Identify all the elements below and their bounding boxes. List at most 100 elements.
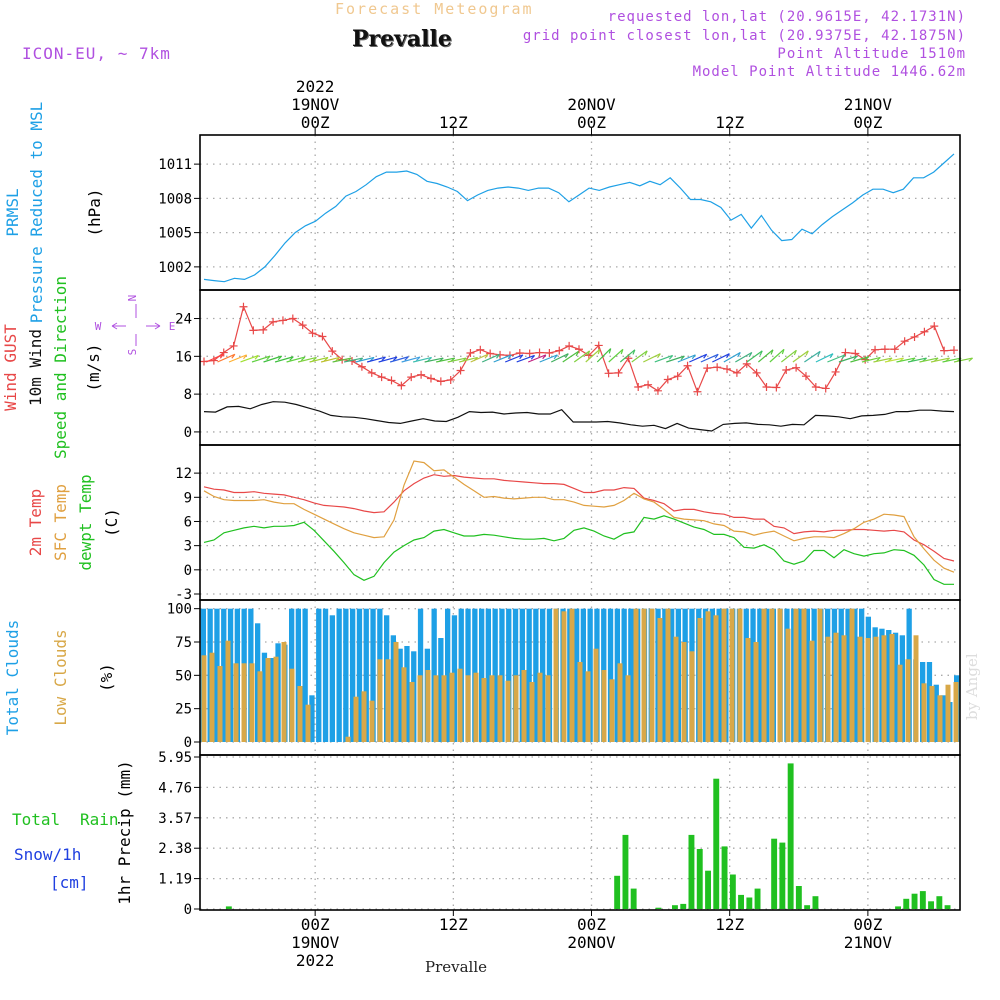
- wind-arrow-head: [691, 354, 696, 360]
- wind-arrow: [424, 357, 444, 363]
- bar-clouds-low-clouds: [809, 640, 815, 742]
- gust-marker: [732, 368, 741, 377]
- wind-arrow: [953, 357, 973, 363]
- watermark: by Angel: [963, 653, 981, 720]
- bar-clouds-low-clouds: [553, 608, 559, 742]
- wind-arrow: [550, 353, 569, 363]
- bar-clouds-total-clouds: [709, 608, 715, 742]
- bar-clouds-total-clouds: [607, 608, 614, 742]
- top-time-label: 12Z: [439, 113, 468, 132]
- wind-arrow-head: [392, 356, 398, 361]
- wind-arrow: [378, 356, 398, 363]
- bar-precip-total-rain: [630, 888, 637, 909]
- bar-clouds-low-clouds: [737, 608, 743, 742]
- bar-clouds-low-clouds: [385, 659, 391, 742]
- wind-arrow: [217, 353, 236, 363]
- bottom-time-label: 00Z: [577, 915, 606, 934]
- bar-clouds-total-clouds: [227, 608, 234, 742]
- bar-clouds-total-clouds: [886, 630, 892, 742]
- bar-clouds-total-clouds: [343, 608, 349, 742]
- axis-label-temp-2: dewpt Temp: [76, 474, 95, 570]
- gust-marker: [298, 321, 307, 330]
- wind-arrow-head: [496, 353, 501, 359]
- bar-clouds-low-clouds: [953, 682, 959, 742]
- bottom-day-label: 19NOV: [291, 933, 340, 952]
- bar-clouds-low-clouds: [377, 659, 383, 742]
- wind-arrow-head: [312, 356, 317, 362]
- bar-clouds-total-clouds: [261, 652, 268, 742]
- panel-clouds: 0 25 50 75 100 Total Clouds Low Clouds (%): [3, 599, 961, 756]
- wind-arrow: [769, 348, 785, 363]
- bar-clouds-total-clouds: [757, 608, 763, 742]
- wind-arrow-head: [817, 351, 821, 357]
- bar-clouds-total-clouds: [506, 608, 512, 742]
- grid-point-coordinates: grid point closest lon,lat (20.9375E, 42…: [522, 28, 966, 44]
- wind-arrow: [827, 354, 846, 363]
- bar-clouds-total-clouds: [940, 695, 946, 742]
- bar-clouds-total-clouds: [295, 608, 301, 742]
- bar-clouds-low-clouds: [945, 684, 951, 742]
- gust-marker: [841, 348, 850, 357]
- wind-arrow: [366, 356, 386, 363]
- bar-clouds-total-clouds: [390, 635, 396, 742]
- wind-arrow: [654, 354, 673, 363]
- bar-clouds-low-clouds: [905, 659, 911, 742]
- wind-arrow: [942, 357, 962, 363]
- wind-arrow-head: [242, 354, 248, 360]
- bar-precip-total-rain: [919, 891, 926, 909]
- bar-clouds-total-clouds: [662, 608, 668, 742]
- wind-arrow: [527, 354, 547, 363]
- bar-precip-total-rain: [895, 906, 901, 909]
- panel-precip: 0 1.19 2.38 3.57 4.76 5.95 Total Rain Snow/1h [cm…: [12, 750, 961, 918]
- wind-arrow-head: [553, 354, 558, 360]
- wind-arrow: [643, 353, 661, 363]
- top-time-label: 00Z: [577, 113, 606, 132]
- bar-clouds-low-clouds: [465, 675, 471, 742]
- bar-precip-total-rain: [746, 897, 753, 909]
- bar-clouds-low-clouds: [273, 656, 279, 742]
- bar-clouds-low-clouds: [865, 638, 871, 742]
- gust-marker: [565, 341, 574, 350]
- wind-arrow-head: [726, 353, 730, 359]
- bar-clouds-low-clouds: [537, 672, 543, 742]
- bar-clouds-low-clouds: [353, 696, 359, 742]
- wind-arrow: [596, 348, 612, 363]
- gust-marker: [663, 375, 672, 384]
- wind-arrow: [573, 350, 590, 363]
- wind-arrow-head: [656, 353, 661, 359]
- ytick-label-pressure-1: 1005: [158, 226, 192, 242]
- bar-clouds-low-clouds: [457, 668, 463, 742]
- wind-arrow: [712, 353, 730, 363]
- wind-arrow: [815, 353, 834, 363]
- bar-clouds-low-clouds: [393, 642, 399, 742]
- wind-arrow: [919, 357, 939, 363]
- unit-label-precip: 1hr Precip (mm): [115, 760, 134, 905]
- bar-clouds-low-clouds: [825, 636, 831, 742]
- wind-arrow: [447, 357, 467, 363]
- ytick-label-clouds-0: 0: [184, 735, 192, 751]
- series-wind-10m-wind: [203, 401, 955, 432]
- wind-arrow-head: [381, 356, 386, 361]
- bar-clouds-low-clouds: [617, 663, 623, 742]
- wind-arrow-head: [644, 350, 648, 356]
- gust-marker: [318, 332, 327, 341]
- wind-arrow-head: [575, 351, 580, 357]
- bar-clouds-total-clouds: [933, 684, 939, 742]
- wind-arrow: [619, 349, 636, 363]
- label-rain: Rain: [80, 810, 119, 829]
- unit-label-wind: (m/s): [84, 343, 103, 391]
- bar-precip-total-rain: [903, 898, 910, 909]
- bar-clouds-low-clouds: [489, 675, 495, 742]
- gust-marker: [426, 374, 435, 383]
- series-temp-sfc-temp: [203, 460, 955, 573]
- panel-frame-precip: [199, 754, 961, 911]
- bar-clouds-low-clouds: [473, 672, 479, 742]
- ytick-label-precip-0: 0: [184, 902, 192, 918]
- bar-clouds-total-clouds: [336, 608, 342, 742]
- gust-marker: [673, 372, 682, 381]
- bar-precip-total-rain: [812, 896, 819, 909]
- ytick-label-precip-3: 3.57: [158, 811, 192, 827]
- axis-label-temp-0: 2m Temp: [26, 489, 45, 556]
- wind-arrow-head: [266, 355, 271, 361]
- series-temp-dewpt-temp: [203, 515, 954, 585]
